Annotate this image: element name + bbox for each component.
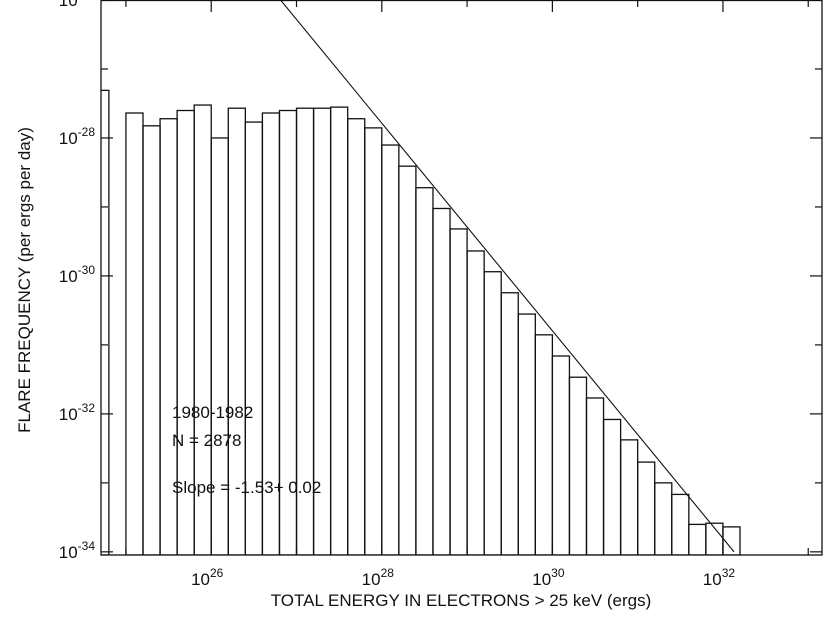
plot-area xyxy=(101,0,741,555)
annotation: Slope = -1.53+ 0.02 xyxy=(172,478,321,497)
bar xyxy=(381,144,400,555)
bar xyxy=(602,418,622,555)
bar xyxy=(688,523,707,555)
y-tick-label: 10-26 xyxy=(59,0,96,10)
x-tick-label: 1026 xyxy=(191,566,224,589)
bar xyxy=(432,207,451,555)
fit-line xyxy=(280,0,735,553)
bar xyxy=(364,127,383,555)
bar xyxy=(398,165,417,555)
bar xyxy=(500,292,519,555)
y-tick-label: 10-32 xyxy=(59,401,96,424)
bar xyxy=(415,187,434,555)
bar xyxy=(637,461,656,555)
bar xyxy=(722,526,741,555)
bar xyxy=(466,250,485,555)
bar xyxy=(347,118,366,555)
x-tick-label: 1032 xyxy=(703,566,736,589)
bar xyxy=(551,355,571,555)
y-axis-title: FLARE FREQUENCY (per ergs per day) xyxy=(15,127,34,433)
bar xyxy=(142,125,161,555)
x-tick-label: 1030 xyxy=(532,566,565,589)
bar xyxy=(101,89,110,555)
annotation: N = 2878 xyxy=(172,431,241,450)
x-axis-title: TOTAL ENERGY IN ELECTRONS > 25 keV (ergs… xyxy=(271,591,652,610)
bar xyxy=(671,493,690,555)
y-tick-label: 10-28 xyxy=(59,125,96,148)
bar xyxy=(619,439,639,555)
y-tick-label: 10-34 xyxy=(59,539,96,562)
annotation: 1980-1982 xyxy=(172,403,253,422)
y-tick-label: 10-30 xyxy=(59,263,96,286)
bar xyxy=(585,397,605,555)
x-tick-label: 1028 xyxy=(362,566,395,589)
bar xyxy=(449,228,468,555)
bar xyxy=(517,313,536,555)
bar xyxy=(534,334,554,555)
bar xyxy=(654,482,673,555)
bar xyxy=(329,106,349,555)
bar xyxy=(483,271,502,555)
plot-frame xyxy=(100,0,823,556)
bar xyxy=(568,376,588,555)
bar xyxy=(125,112,144,555)
